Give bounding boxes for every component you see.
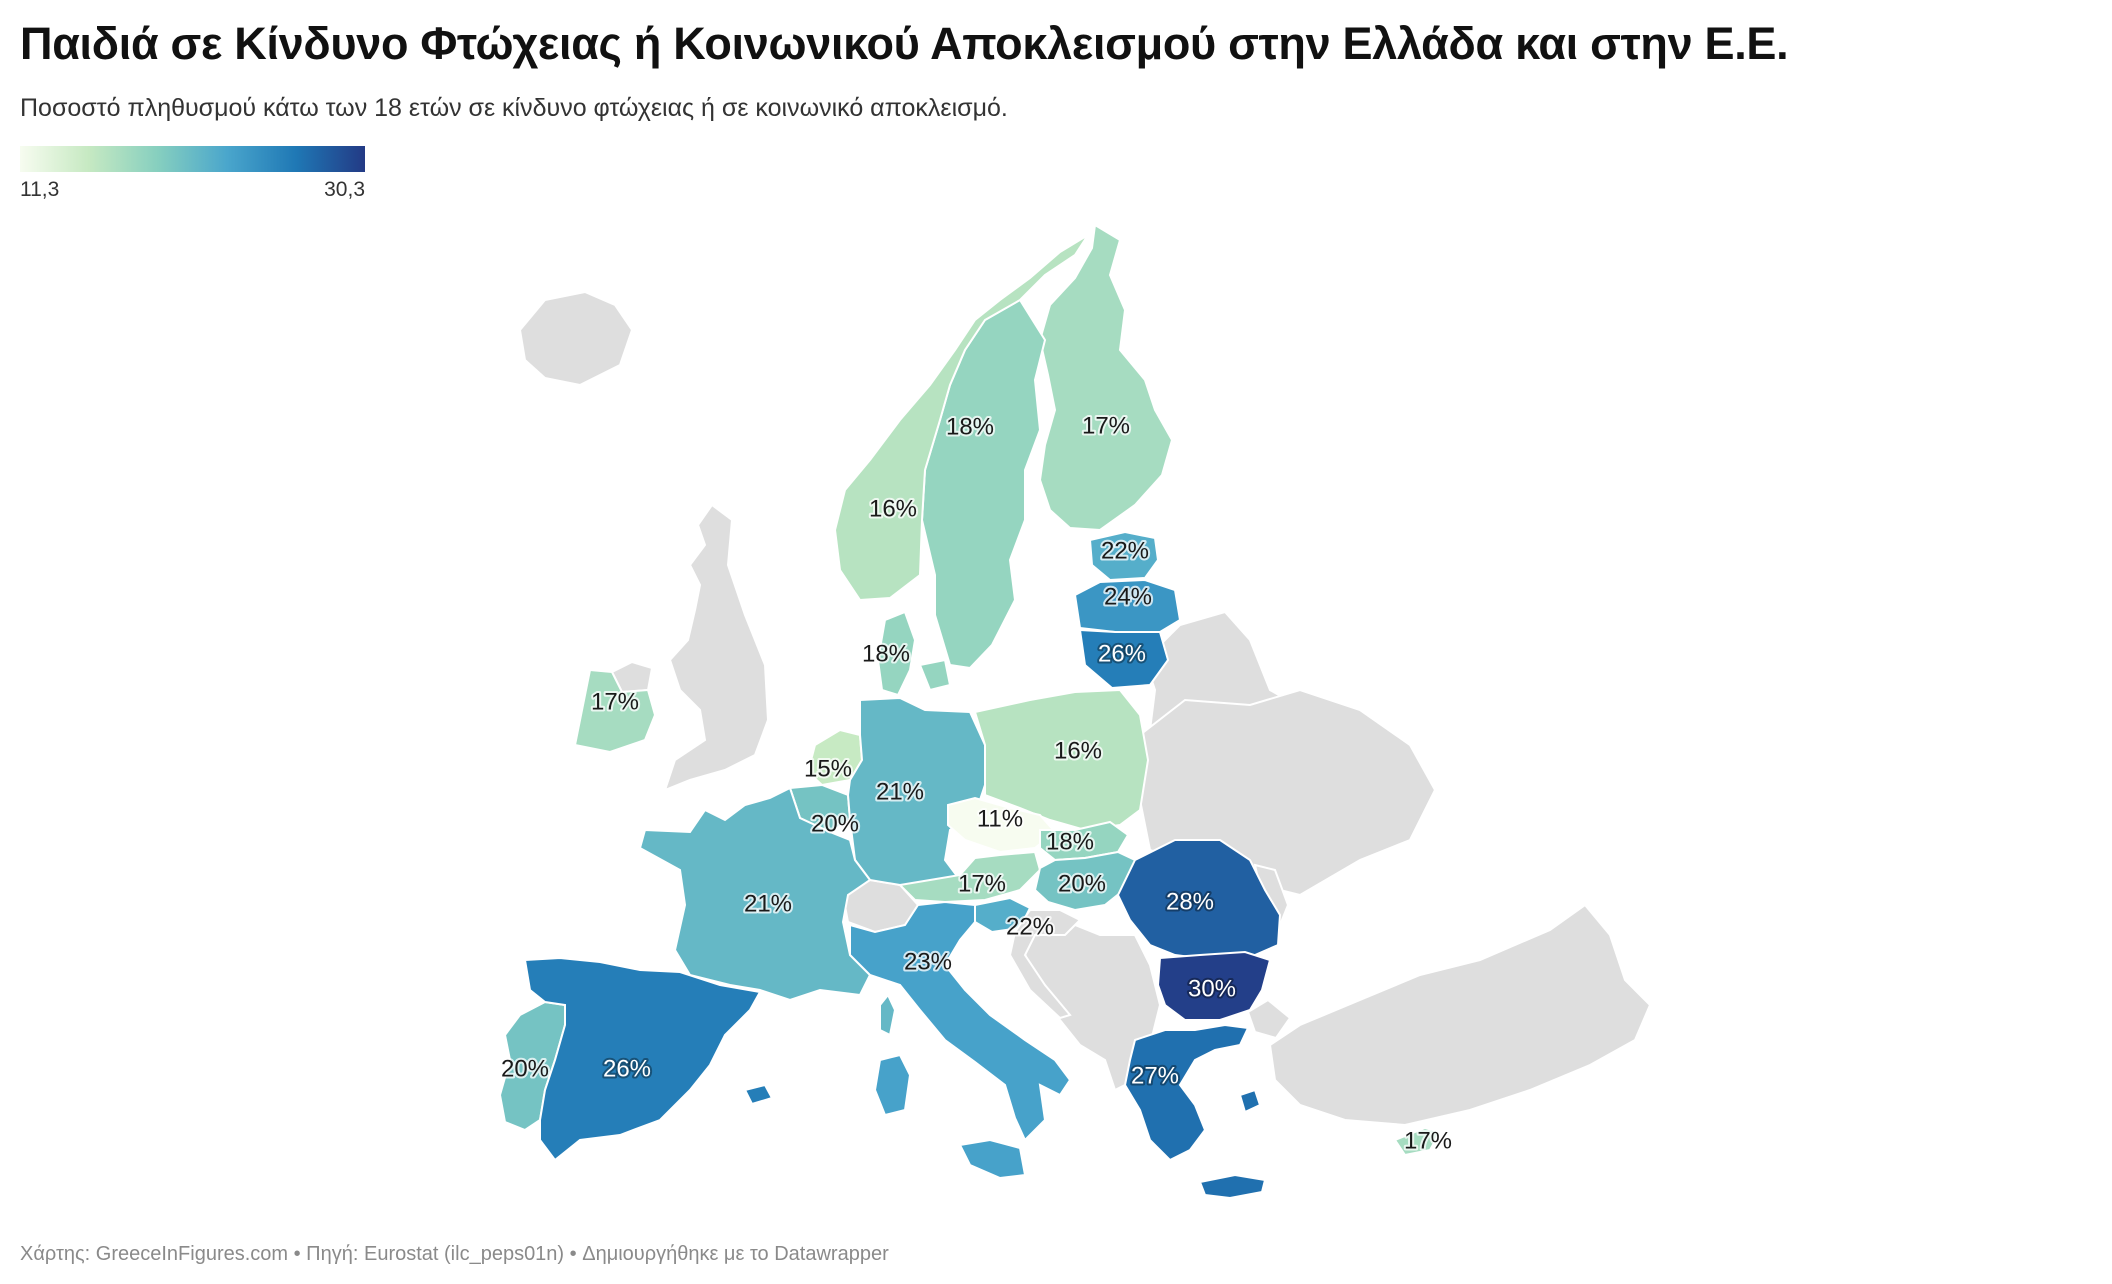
region-denmark — [876, 610, 917, 697]
land-turkey-thrace — [1246, 998, 1292, 1040]
label-czechia: 11% — [977, 805, 1023, 832]
label-germany: 21% — [876, 778, 924, 805]
region-balearic-islands — [743, 1083, 774, 1106]
region-corsica — [879, 993, 897, 1037]
region-croatia — [1008, 909, 1082, 1020]
region-romania — [1116, 839, 1282, 962]
eu-countries — [498, 223, 1442, 1200]
label-austria: 17% — [958, 870, 1006, 897]
region-estonia — [1088, 530, 1160, 582]
chart-subtitle: Ποσοστό πληθυσμού κάτω των 18 ετών σε κί… — [20, 94, 1008, 122]
region-latvia — [1073, 578, 1182, 633]
region-greek-islands — [1238, 1088, 1262, 1114]
land-turkey — [1268, 903, 1652, 1127]
label-portugal: 20% — [501, 1055, 549, 1082]
label-latvia: 24% — [1104, 583, 1152, 610]
land-iceland — [518, 290, 634, 387]
chart-title: Παιδιά σε Κίνδυνο Φτώχειας ή Κοινωνικού … — [20, 18, 1789, 69]
label-estonia: 22% — [1101, 537, 1149, 564]
region-lithuania — [1078, 628, 1170, 690]
source-footer: Χάρτης: GreeceInFigures.com • Πηγή: Euro… — [20, 1243, 889, 1265]
label-belgium: 20% — [811, 810, 859, 837]
label-romania: 28% — [1166, 888, 1214, 915]
region-poland — [973, 688, 1150, 832]
country-value-labels: 17% 18% 16% 22% 24% 26% 18% 17% 15% 20% … — [499, 410, 1454, 1156]
region-sweden — [920, 298, 1047, 670]
label-poland: 16% — [1054, 737, 1102, 764]
land-united-kingdom — [663, 503, 770, 792]
legend-max-label: 30,3 — [324, 178, 365, 201]
region-cyprus — [1393, 1126, 1442, 1157]
label-greece: 27% — [1131, 1062, 1179, 1089]
region-finland — [1038, 223, 1174, 532]
label-hungary: 20% — [1058, 870, 1106, 897]
label-norway: 16% — [869, 495, 917, 522]
region-denmark-islands — [918, 658, 952, 692]
legend-gradient-bar — [20, 146, 365, 172]
region-sicily — [958, 1138, 1027, 1180]
label-ireland: 17% — [591, 688, 639, 715]
region-italy — [849, 900, 1072, 1142]
label-netherlands: 15% — [804, 755, 852, 782]
legend-min-label: 11,3 — [20, 178, 60, 201]
label-cyprus: 17% — [1404, 1127, 1452, 1154]
region-spain — [523, 956, 762, 1162]
region-greece — [1123, 1023, 1250, 1162]
label-finland: 17% — [1082, 412, 1130, 439]
color-legend: 11,3 30,3 — [20, 146, 365, 201]
label-spain: 26% — [603, 1055, 651, 1082]
label-slovakia: 18% — [1046, 828, 1094, 855]
region-ireland — [573, 668, 657, 754]
region-crete — [1198, 1173, 1267, 1200]
label-france: 21% — [744, 890, 792, 917]
region-sardinia — [873, 1053, 912, 1117]
label-denmark: 18% — [862, 640, 910, 667]
label-slovenia: 22% — [1006, 913, 1054, 940]
region-norway — [833, 234, 1089, 602]
label-bulgaria: 30% — [1188, 975, 1236, 1002]
label-lithuania: 26% — [1098, 640, 1146, 667]
region-france — [638, 786, 872, 1002]
label-italy: 23% — [904, 948, 952, 975]
label-sweden: 18% — [946, 413, 994, 440]
region-bulgaria — [1156, 950, 1272, 1021]
